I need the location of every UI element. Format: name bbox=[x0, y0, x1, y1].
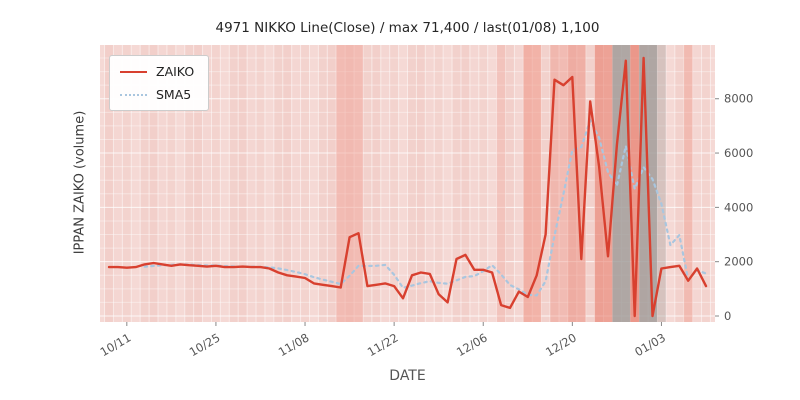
zaiko-line bbox=[107, 56, 708, 318]
day-stripe bbox=[184, 45, 194, 322]
background-band bbox=[594, 45, 613, 322]
day-stripe bbox=[389, 45, 399, 322]
day-stripe bbox=[140, 45, 150, 322]
day-stripe bbox=[229, 45, 239, 322]
day-stripe bbox=[256, 45, 265, 322]
legend-item-zaiko: ZAIKO bbox=[120, 64, 194, 79]
day-stripe bbox=[674, 45, 684, 322]
background-band bbox=[612, 45, 631, 322]
background-band bbox=[550, 45, 568, 322]
day-stripe bbox=[460, 45, 470, 322]
day-stripe bbox=[166, 45, 176, 322]
background-band bbox=[683, 45, 693, 322]
y-tick-label: 8000 bbox=[724, 92, 753, 106]
day-stripe bbox=[380, 45, 390, 322]
background-band bbox=[336, 45, 363, 322]
day-stripe bbox=[683, 45, 693, 322]
day-stripe bbox=[469, 45, 479, 322]
day-stripe bbox=[238, 45, 248, 322]
day-stripe bbox=[247, 45, 257, 322]
day-stripe bbox=[362, 45, 372, 322]
day-stripe bbox=[416, 45, 426, 322]
x-tick-label: 12/20 bbox=[543, 330, 579, 359]
legend-item-sma5: SMA5 bbox=[120, 87, 194, 102]
day-stripe bbox=[300, 45, 310, 322]
day-stripe bbox=[291, 45, 301, 322]
day-stripe bbox=[273, 45, 283, 322]
day-stripe bbox=[158, 45, 167, 322]
y-tick-label: 0 bbox=[724, 309, 731, 323]
legend-label-sma5: SMA5 bbox=[156, 87, 192, 102]
day-stripe bbox=[104, 45, 114, 322]
day-stripe bbox=[656, 45, 666, 322]
background-band bbox=[630, 45, 640, 322]
x-tick-label: 12/06 bbox=[454, 330, 490, 359]
day-stripe bbox=[149, 45, 159, 322]
day-stripe bbox=[425, 45, 435, 322]
day-stripe bbox=[193, 45, 203, 322]
day-stripe bbox=[585, 45, 595, 322]
day-stripe bbox=[122, 45, 132, 322]
background-band bbox=[523, 45, 542, 322]
y-tick-label: 2000 bbox=[724, 255, 753, 269]
y-tick-label: 4000 bbox=[724, 200, 753, 214]
day-stripe bbox=[434, 45, 444, 322]
day-stripe bbox=[371, 45, 381, 322]
day-stripe bbox=[407, 45, 417, 322]
day-stripe bbox=[558, 45, 568, 322]
day-stripe bbox=[505, 45, 515, 322]
legend: ZAIKO SMA5 bbox=[109, 55, 210, 111]
legend-label-zaiko: ZAIKO bbox=[156, 64, 195, 79]
day-stripe bbox=[692, 45, 702, 322]
day-stripe bbox=[514, 45, 524, 322]
background-band bbox=[656, 45, 666, 322]
day-stripe bbox=[327, 45, 337, 322]
day-stripe bbox=[496, 45, 506, 322]
x-axis-label: DATE bbox=[389, 368, 426, 384]
day-stripe bbox=[282, 45, 292, 322]
day-stripe bbox=[318, 45, 328, 322]
x-tick-label: 10/11 bbox=[98, 330, 134, 359]
x-tick-label: 01/03 bbox=[632, 330, 668, 359]
chart-title: 4971 NIKKO Line(Close) / max 71,400 / la… bbox=[215, 20, 600, 36]
y-axis-label: IPPAN ZAIKO (volume) bbox=[72, 110, 88, 255]
x-tick-label: 11/22 bbox=[365, 330, 401, 359]
y-tick-label: 6000 bbox=[724, 146, 753, 160]
day-stripe bbox=[202, 45, 212, 322]
day-stripe bbox=[550, 45, 559, 322]
x-tick-label: 11/08 bbox=[276, 330, 312, 359]
day-stripe bbox=[113, 45, 123, 322]
x-tick-label: 10/25 bbox=[187, 330, 223, 359]
day-stripe bbox=[452, 45, 461, 322]
day-stripe bbox=[701, 45, 711, 322]
day-stripe bbox=[211, 45, 221, 322]
sma5-line-swatch bbox=[120, 93, 147, 96]
zaiko-line-swatch bbox=[120, 70, 147, 73]
day-stripe bbox=[478, 45, 488, 322]
background-band bbox=[496, 45, 506, 322]
day-stripe bbox=[541, 45, 551, 322]
